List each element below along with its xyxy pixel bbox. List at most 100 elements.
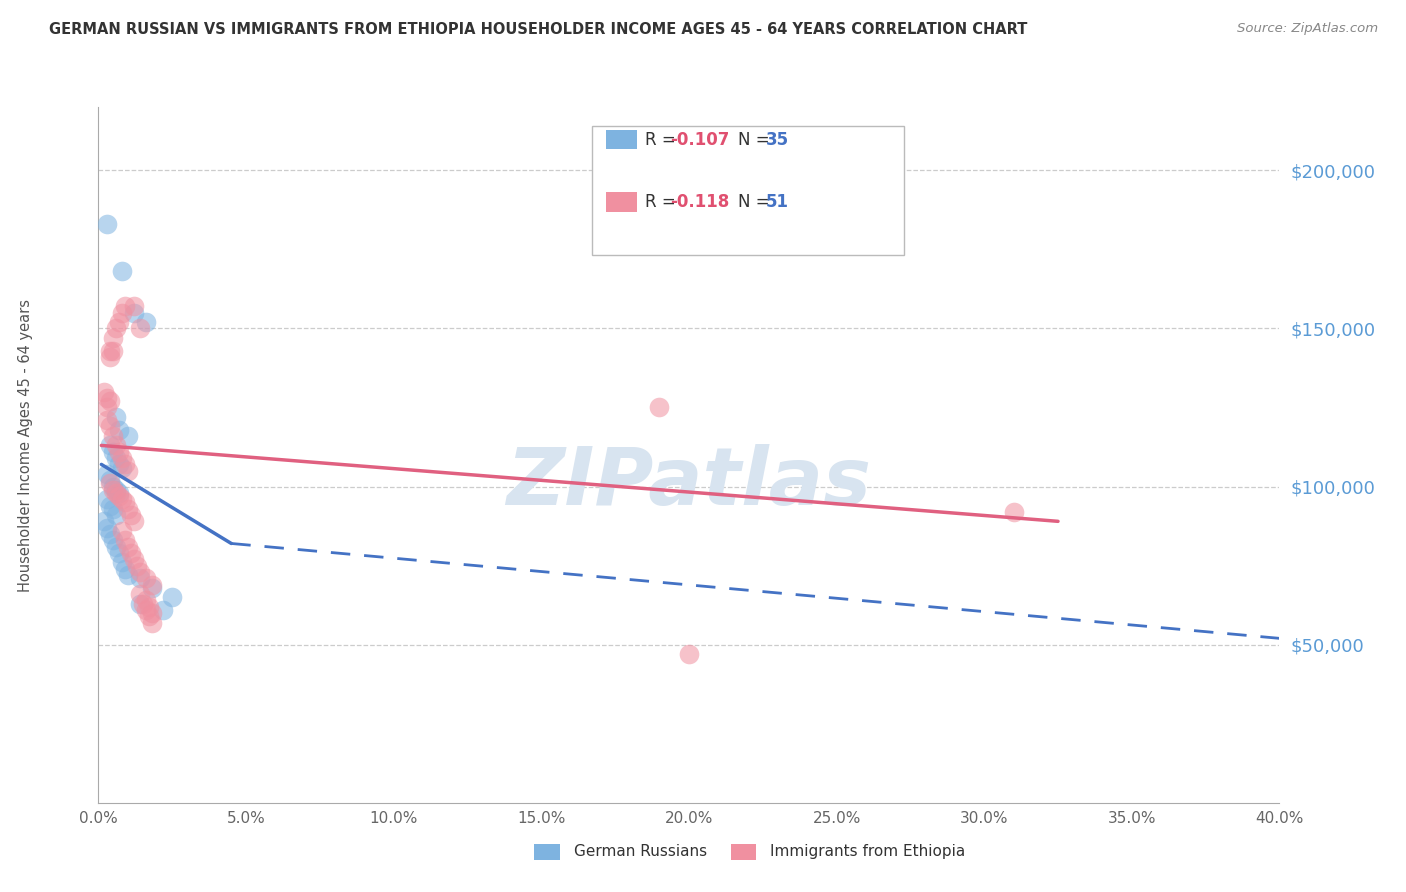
Point [120,508,142,522]
Point [108,423,131,437]
Text: German Russians: German Russians [574,845,707,859]
Point [111,524,134,538]
Point [108,486,131,500]
Point [114,495,136,509]
Point [141,577,163,591]
Point [111,492,134,507]
Point [111,451,134,466]
Point [96,413,118,427]
Point [117,464,139,478]
Point [98,499,121,513]
Point [105,540,128,554]
Point [105,483,128,497]
Point [108,444,131,458]
Point [96,401,118,415]
Point [96,391,118,405]
Point [122,299,145,313]
Point [93,384,115,399]
Point [108,546,131,560]
Point [103,331,125,345]
Point [141,606,163,620]
Point [648,401,671,415]
Point [98,438,121,452]
Text: -0.118: -0.118 [671,194,730,211]
Point [105,486,128,500]
Point [103,444,125,458]
Point [117,501,139,516]
Point [138,609,160,624]
Point [111,460,134,475]
Point [93,514,115,528]
Point [98,527,121,541]
Point [117,429,139,443]
Point [141,615,163,630]
Point [117,540,139,554]
Text: R =: R = [645,194,681,211]
Point [111,305,134,319]
Point [105,321,128,335]
Point [122,305,145,319]
Point [111,264,134,278]
Point [98,343,121,358]
Text: Source: ZipAtlas.com: Source: ZipAtlas.com [1237,22,1378,36]
Point [678,647,700,661]
Point [98,419,121,434]
Point [103,429,125,443]
Point [162,591,183,605]
Point [96,217,118,231]
Text: Householder Income Ages 45 - 64 years: Householder Income Ages 45 - 64 years [18,300,32,592]
Point [135,571,157,585]
Point [96,492,118,507]
Text: -0.107: -0.107 [671,130,730,148]
Point [138,599,160,614]
Point [114,458,136,472]
Point [108,489,131,503]
Point [128,571,150,585]
Point [96,521,118,535]
Point [114,299,136,313]
Point [117,568,139,582]
Point [128,597,150,611]
Point [135,315,157,329]
Point [98,473,121,487]
Text: N =: N = [738,130,775,148]
Text: 35: 35 [766,130,789,148]
Point [122,552,145,566]
Point [103,501,125,516]
Point [135,603,157,617]
Text: GERMAN RUSSIAN VS IMMIGRANTS FROM ETHIOPIA HOUSEHOLDER INCOME AGES 45 - 64 YEARS: GERMAN RUSSIAN VS IMMIGRANTS FROM ETHIOP… [49,22,1028,37]
Point [1002,505,1025,519]
Point [103,343,125,358]
Point [103,533,125,548]
Point [114,533,136,548]
Point [128,587,150,601]
Point [103,479,125,493]
Point [114,562,136,576]
Text: N =: N = [738,194,775,211]
Text: Immigrants from Ethiopia: Immigrants from Ethiopia [770,845,966,859]
Point [128,321,150,335]
Point [128,565,150,579]
Text: ZIPatlas: ZIPatlas [506,443,872,522]
Point [105,508,128,522]
Point [135,593,157,607]
Point [105,438,128,452]
Point [141,581,163,595]
Point [152,603,174,617]
Point [125,558,148,573]
Point [122,514,145,528]
Point [120,546,142,560]
Point [98,476,121,491]
Point [108,315,131,329]
Point [108,458,131,472]
Point [96,467,118,481]
Point [98,350,121,364]
Point [98,394,121,409]
Point [103,483,125,497]
Text: R =: R = [645,130,681,148]
Point [105,451,128,466]
Point [111,556,134,570]
Text: 51: 51 [766,194,789,211]
Point [132,597,155,611]
Point [105,409,128,424]
